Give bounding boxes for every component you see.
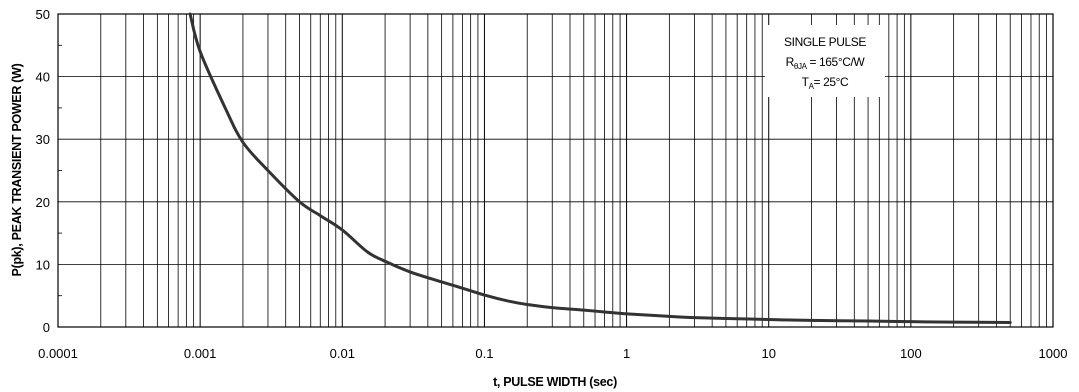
- y-tick-label: 20: [36, 195, 50, 210]
- curve-layer: [188, 12, 1012, 324]
- x-tick-label: 100: [900, 346, 922, 361]
- plot-area-border: [57, 13, 1054, 328]
- x-tick-label: 1000: [1039, 346, 1068, 361]
- x-tick-label: 0.0001: [38, 346, 78, 361]
- y-tick-labels: 0 10 20 30 40 50: [36, 7, 50, 335]
- y-axis-label: P(pk), PEAK TRANSIENT POWER (W): [10, 63, 24, 276]
- y-tick-label: 50: [36, 7, 50, 22]
- x-tick-labels: 0.0001 0.001 0.01 0.1 1 10 100 1000: [38, 346, 1067, 361]
- annotation-box: SINGLE PULSE RθJA = 165°C/W TA= 25°C: [765, 25, 885, 97]
- x-tick-label: 10: [761, 346, 775, 361]
- y-tick-label: 0: [43, 320, 50, 335]
- y-tick-label: 10: [36, 257, 50, 272]
- annotation-line-1: SINGLE PULSE: [784, 35, 866, 49]
- x-tick-label: 0.1: [475, 346, 493, 361]
- x-tick-label: 0.01: [330, 346, 355, 361]
- x-axis-label: t, PULSE WIDTH (sec): [493, 375, 617, 389]
- grid: [58, 14, 1053, 327]
- x-tick-label: 1: [623, 346, 630, 361]
- x-tick-label: 0.001: [184, 346, 217, 361]
- annotation-line-3: TA= 25°C: [802, 75, 849, 91]
- annotation-line-2: RθJA = 165°C/W: [786, 55, 866, 71]
- y-tick-label: 40: [36, 70, 50, 85]
- series-line: [188, 12, 1012, 324]
- y-tick-label: 30: [36, 132, 50, 147]
